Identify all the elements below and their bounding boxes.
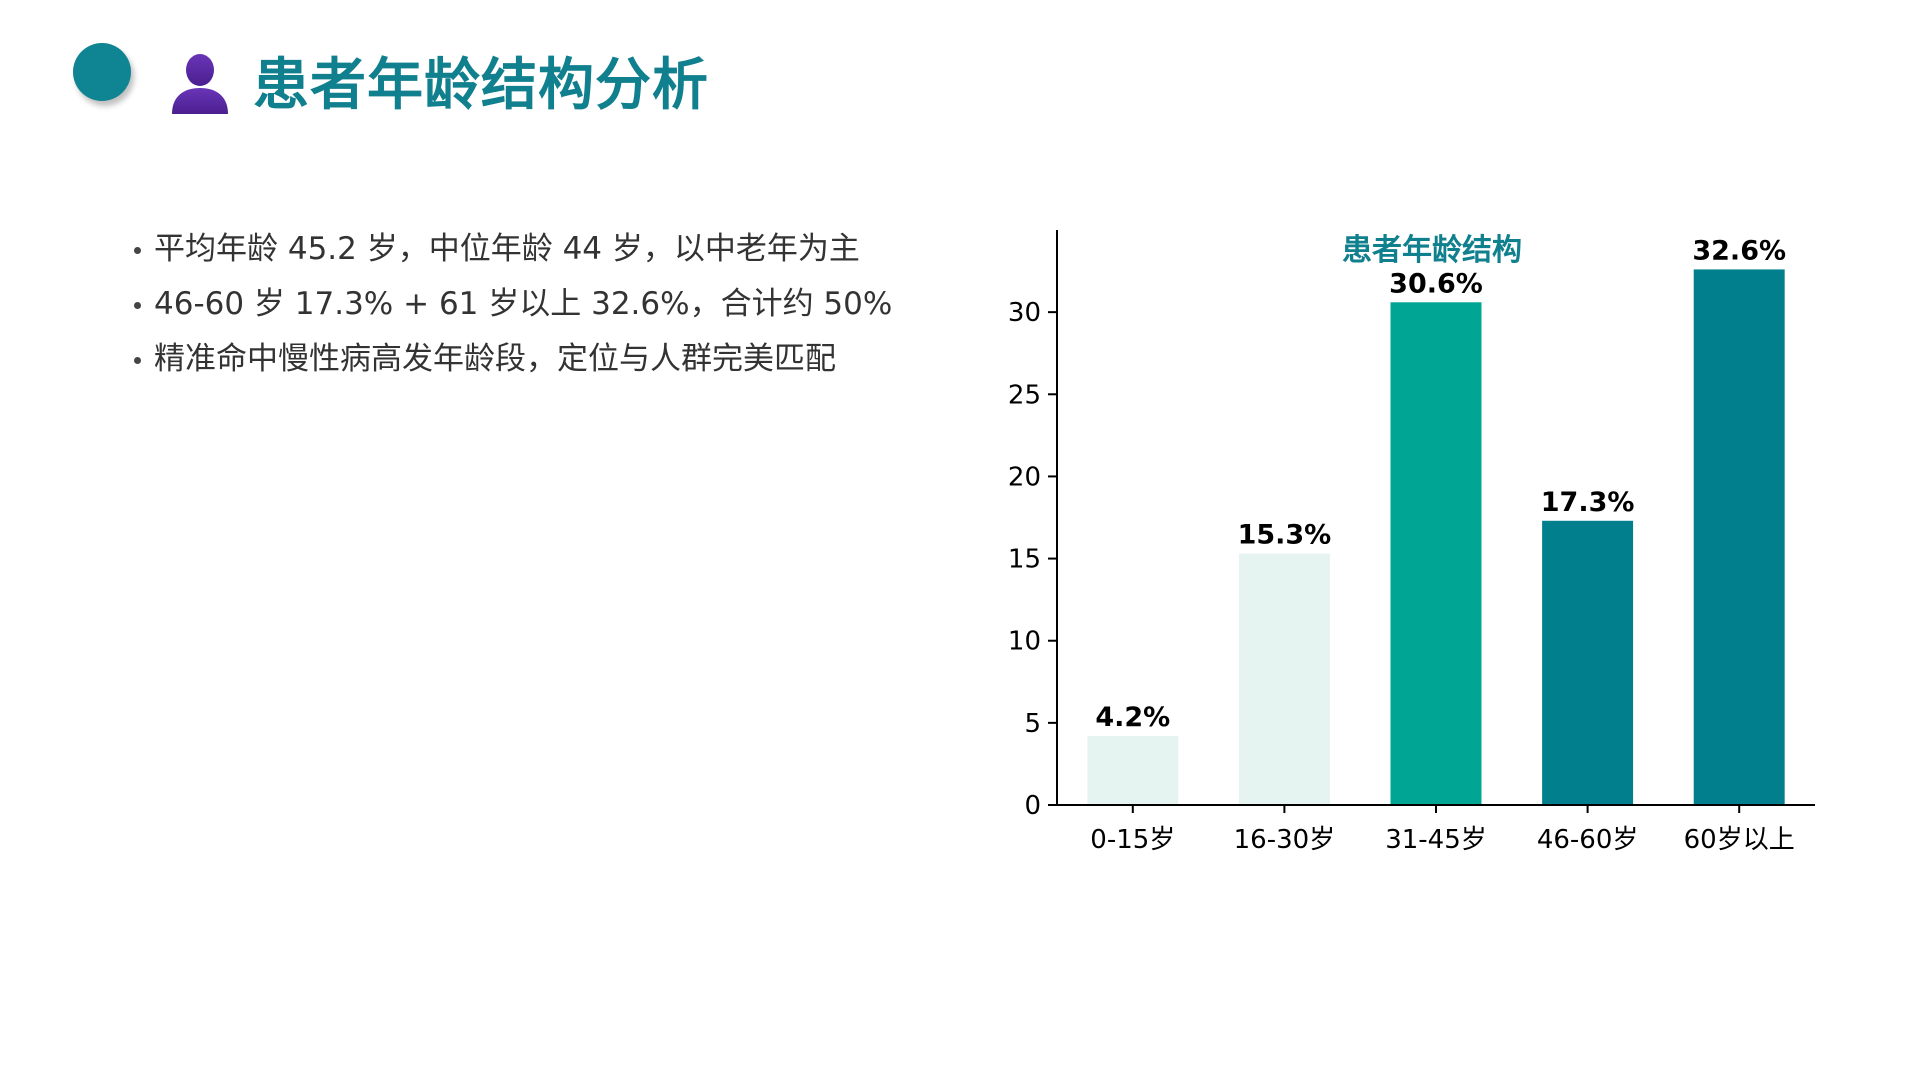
age-structure-chart: 患者年龄结构 0 5 10 15 20 25 30 4.2% 15.3% 30.6% 17.3% 3… — [1008, 230, 1815, 855]
y-tick-label: 15 — [1008, 545, 1041, 575]
bar — [1542, 520, 1634, 805]
x-tick-label: 0-15岁 — [1090, 825, 1175, 855]
bar-value-label: 30.6% — [1389, 268, 1483, 299]
x-tick-label: 16-30岁 — [1234, 825, 1336, 855]
y-tick-label: 5 — [1024, 709, 1041, 739]
bullet-item: 精准命中慢性病高发年龄段，定位与人群完美匹配 — [130, 332, 892, 387]
bullet-list: 平均年龄 45.2 岁，中位年龄 44 岁，以中老年为主 46-60 岁 17.… — [130, 222, 892, 387]
y-tick-label: 0 — [1024, 791, 1041, 821]
y-tick-label: 10 — [1008, 627, 1041, 657]
header-accent-dot — [73, 43, 131, 101]
chart-title: 患者年龄结构 — [1342, 233, 1522, 268]
bar — [1238, 553, 1330, 805]
bar — [1087, 736, 1179, 805]
x-tick-label: 46-60岁 — [1537, 825, 1639, 855]
y-tick-label: 30 — [1008, 298, 1041, 328]
y-tick-label: 20 — [1008, 462, 1041, 492]
bar-value-label: 17.3% — [1541, 487, 1635, 518]
page-title: 患者年龄结构分析 — [253, 53, 709, 118]
bar-value-label: 15.3% — [1238, 520, 1332, 551]
bar-value-label: 4.2% — [1095, 702, 1170, 733]
x-tick-label: 31-45岁 — [1385, 825, 1487, 855]
bar — [1693, 269, 1785, 805]
y-tick-label: 25 — [1008, 380, 1041, 410]
x-tick-label: 60岁以上 — [1684, 825, 1795, 855]
bar-value-label: 32.6% — [1692, 235, 1786, 266]
person-icon — [172, 54, 228, 114]
bar — [1390, 302, 1482, 805]
bullet-item: 平均年龄 45.2 岁，中位年龄 44 岁，以中老年为主 — [130, 222, 892, 277]
bullet-item: 46-60 岁 17.3% + 61 岁以上 32.6%，合计约 50% — [130, 277, 892, 332]
